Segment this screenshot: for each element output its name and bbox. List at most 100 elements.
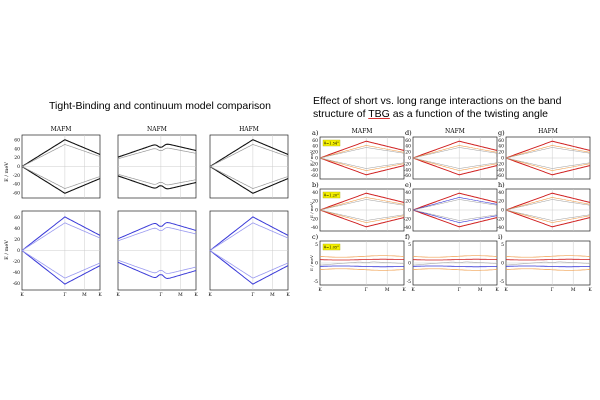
left-top-0-ytick: 20	[14, 155, 20, 161]
right-g-band-5	[505, 157, 591, 169]
right-d-band-5	[412, 157, 498, 169]
right-i-band-3	[505, 265, 590, 268]
right-c-band-1	[320, 268, 405, 271]
right-title-line2-pre: structure of	[313, 107, 369, 120]
right-b-band-0	[319, 192, 405, 211]
left-top-1-band-2	[117, 147, 197, 160]
right-g-band-0	[505, 140, 591, 159]
right-g-ytick: 60	[498, 138, 504, 144]
left-bottom-0-ytick: -40	[13, 270, 20, 276]
left-col-title-mafm: MAFM	[51, 126, 72, 133]
left-top-0-ytick: -60	[13, 190, 20, 196]
right-d-band-1	[412, 157, 498, 176]
angle-badge-1	[322, 191, 341, 199]
panel-letter-e: e)	[405, 181, 412, 189]
right-e-band-1	[412, 209, 498, 228]
right-g-ytick: 20	[498, 150, 504, 156]
left-col-title-nafm: NAFM	[147, 126, 167, 133]
right-col-title-mafm: MAFM	[352, 128, 373, 135]
right-d-band-3	[412, 157, 498, 171]
left-bottom-0-xtick: K	[20, 292, 24, 298]
right-g-ytick: -20	[497, 161, 504, 167]
right-figure-title: Effect of short vs. long range interacti…	[313, 95, 598, 120]
right-i-ytick: -5	[500, 279, 505, 285]
left-bottom-0-ytick: -60	[13, 281, 20, 287]
left-bottom-2-xtick: Γ	[251, 292, 254, 298]
right-i-xtick: K	[588, 287, 592, 293]
right-f-xtick: K	[411, 287, 415, 293]
right-b-band-5	[319, 209, 405, 221]
left-bottom-2-xtick: K	[286, 292, 290, 298]
right-col-title-hafm: HAFM	[538, 128, 558, 135]
left-bottom-1-band-2	[117, 227, 197, 242]
right-a-band-3	[319, 157, 405, 171]
right-b-band-1	[319, 209, 405, 228]
left-bottom-ylabel: E / meV	[4, 240, 10, 260]
right-a-band-5	[319, 157, 405, 169]
angle-label-1: θ=1.20°	[324, 194, 339, 198]
right-c-xtick: M	[385, 287, 390, 293]
right-a-band-0	[319, 140, 405, 159]
right-b-ytick: 20	[312, 199, 318, 205]
right-a-ytick: 60	[312, 138, 318, 144]
right-g-band-3	[505, 157, 591, 171]
left-top-0-band-0	[21, 139, 101, 167]
right-h-ytick: -20	[497, 216, 504, 222]
right-g-ytick: 40	[498, 144, 504, 150]
panel-letter-a: a)	[312, 129, 319, 137]
right-e-ytick: -20	[404, 216, 411, 222]
right-row-ylabel-1: E / meV	[309, 202, 314, 218]
left-top-0-ytick: -40	[13, 182, 20, 188]
angle-label-2: θ=1.05°	[324, 246, 339, 250]
right-f-xtick: M	[478, 287, 483, 293]
right-f-band-4	[412, 261, 498, 266]
right-e-ytick: 40	[405, 190, 411, 196]
right-g-band-2	[505, 145, 591, 159]
right-f-xtick: Γ	[458, 287, 461, 293]
angle-badge-0	[322, 139, 341, 147]
right-row-ylabel-0: E / meV	[309, 150, 314, 166]
right-e-band-2	[412, 197, 498, 211]
left-figure-title: Tight-Binding and continuum model compar…	[49, 100, 271, 112]
right-c-ytick: 5	[315, 242, 318, 248]
right-f-band-3	[412, 265, 497, 268]
left-top-0-ytick: -20	[13, 173, 20, 179]
left-bottom-0-band-3	[21, 250, 101, 279]
panel-letter-f: f)	[405, 233, 410, 241]
left-top-1-band-3	[117, 173, 197, 186]
left-bottom-0-ytick: 20	[14, 237, 20, 243]
right-i-xtick: K	[504, 287, 508, 293]
left-top-0-band-2	[21, 144, 101, 167]
panel-letter-h: h)	[498, 181, 505, 189]
right-row-ylabel-2: E / meV	[309, 255, 314, 271]
right-d-ytick: 60	[405, 138, 411, 144]
right-i-ytick: 0	[501, 261, 504, 267]
right-i-band-0	[506, 255, 591, 258]
right-d-ytick: 40	[405, 144, 411, 150]
right-d-band-0	[412, 140, 498, 159]
right-f-xtick: K	[495, 287, 499, 293]
left-bottom-1-xtick: M	[178, 292, 183, 298]
right-a-ytick: 40	[312, 144, 318, 150]
left-top-1-band-1	[117, 175, 197, 190]
right-h-band-3	[505, 209, 591, 223]
right-e-band-5	[412, 209, 498, 221]
right-c-band-4	[319, 261, 405, 266]
left-top-2-band-2	[209, 144, 289, 167]
right-a-ytick: -60	[311, 173, 318, 179]
right-i-xtick: Γ	[551, 287, 554, 293]
left-top-2-band-0	[209, 139, 289, 167]
right-f-band-1	[413, 268, 498, 271]
right-g-ytick: 0	[501, 156, 504, 162]
right-a-band-2	[319, 145, 405, 159]
right-d-ytick: -20	[404, 161, 411, 167]
left-bottom-0-xtick: K	[98, 292, 102, 298]
right-title-line2-post: as a function of the twisting angle	[389, 107, 549, 120]
right-g-ytick: -40	[497, 167, 504, 173]
left-bottom-0-ytick: -20	[13, 259, 20, 265]
left-bottom-0-xtick: M	[82, 292, 87, 298]
left-top-0-ytick: 0	[17, 164, 20, 170]
right-a-ytick: -20	[311, 161, 318, 167]
right-b-band-2	[319, 197, 405, 211]
right-i-band-2	[505, 258, 590, 261]
